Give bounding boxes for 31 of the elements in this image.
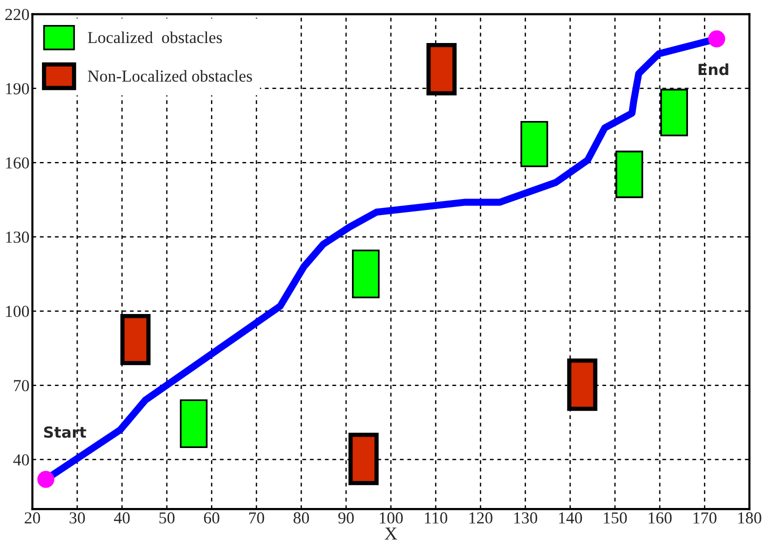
legend-label: Localized obstacles <box>88 31 222 44</box>
x-tick-label: 120 <box>469 512 492 524</box>
y-tick-label: 190 <box>6 83 29 94</box>
x-tick-label: 50 <box>159 512 175 524</box>
x-axis-title: X <box>384 528 398 540</box>
y-tick-label: 100 <box>6 306 29 318</box>
bar <box>352 250 380 298</box>
x-tick-label: 110 <box>424 512 448 524</box>
x-tick-label: 180 <box>738 512 762 524</box>
x-tick-label: 70 <box>249 512 264 524</box>
x-tick-label: 80 <box>294 512 309 524</box>
x-tick-label: 90 <box>338 512 354 524</box>
x-tick-label: 30 <box>70 512 85 524</box>
y-tick-label: 40 <box>13 454 29 466</box>
x-tick-label: 150 <box>604 512 627 524</box>
x-tick-label: 130 <box>514 512 538 524</box>
x-tick-label: 40 <box>114 512 130 524</box>
y-tick-label: 130 <box>6 232 29 243</box>
x-tick-label: 20 <box>24 512 40 524</box>
x-tick-label: 160 <box>648 512 672 524</box>
annotation: End <box>698 63 728 76</box>
x-tick-label: 60 <box>204 512 220 524</box>
x-tick-label: 100 <box>380 512 403 524</box>
annotation: Start <box>44 426 86 438</box>
x-tick-label: 140 <box>559 512 582 524</box>
y-tick-label: 220 <box>5 8 29 20</box>
bar <box>180 399 208 448</box>
x-tick-label: 170 <box>694 512 716 524</box>
legend-label: Non-Localized obstacles <box>88 70 252 82</box>
y-tick-label: 70 <box>14 380 29 392</box>
y-tick-label: 160 <box>6 157 29 169</box>
